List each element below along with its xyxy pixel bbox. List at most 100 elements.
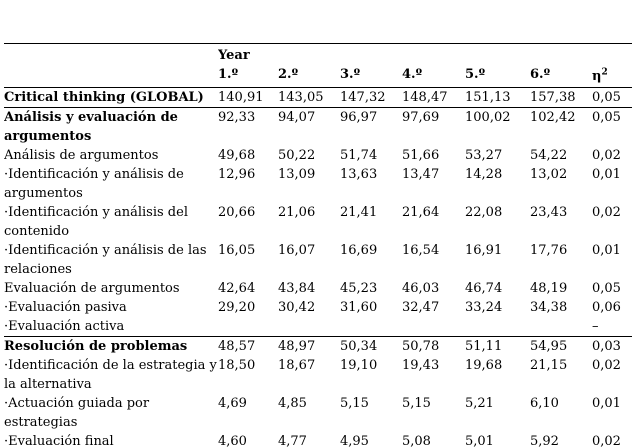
score-cell-year-3: 31,60 xyxy=(340,300,378,315)
score-cell-year-2: 50,22 xyxy=(278,148,316,163)
column-header-year-2: 2.º xyxy=(278,65,340,88)
results-table: Year 1.º 2.º 3.º 4.º 5.º 6.º η2 Critical… xyxy=(4,43,633,447)
table-body: Critical thinking (GLOBAL) 140,91 143,05… xyxy=(4,87,633,447)
eta-squared-cell: 0,01 xyxy=(592,396,621,411)
score-cell-year-1: 16,05 xyxy=(218,243,256,258)
score-cell-year-4: 5,15 xyxy=(402,396,431,411)
eta-squared-cell: 0,02 xyxy=(592,205,621,220)
score-cell-year-3: 51,74 xyxy=(340,148,378,163)
eta-exponent: 2 xyxy=(601,67,608,78)
row-label: ·Evaluación activa xyxy=(4,317,218,337)
row-label: ·Identificación de la estrategia y la al… xyxy=(4,358,217,392)
eta-symbol: η xyxy=(592,69,602,84)
score-cell-year-6: 48,19 xyxy=(530,281,568,296)
score-cell-year-4: 16,54 xyxy=(402,243,440,258)
score-cell-year-5: 51,11 xyxy=(465,339,503,354)
score-cell-year-5: 22,08 xyxy=(465,205,503,220)
score-cell-year-2: 30,42 xyxy=(278,300,316,315)
eta-squared-cell: 0,05 xyxy=(592,87,633,108)
score-cell-year-3: 5,15 xyxy=(340,396,369,411)
table-row: Análisis y evaluación de argumentos 92,3… xyxy=(4,108,632,147)
row-label: Análisis y evaluación de argumentos xyxy=(4,110,178,144)
score-cell-year-3: 19,10 xyxy=(340,358,378,373)
score-cell-year-1: 49,68 xyxy=(218,148,256,163)
eta-squared-cell: – xyxy=(592,317,633,337)
score-cell-year-2: 48,97 xyxy=(278,339,316,354)
score-cell-year-2: 143,05 xyxy=(278,87,340,108)
row-label: ·Evaluación final xyxy=(4,434,114,447)
row-label: ·Actuación guiada por estrategias xyxy=(4,396,150,430)
score-cell-year-2: 21,06 xyxy=(278,205,316,220)
table-row: Resolución de problemas 48,57 48,97 50,3… xyxy=(4,337,632,357)
score-cell-year-5: 33,24 xyxy=(465,300,503,315)
table-row: ·Evaluación final 4,60 4,77 4,95 5,08 5,… xyxy=(4,432,632,447)
score-cell-year-6: 6,10 xyxy=(530,396,559,411)
column-header-year-6: 6.º xyxy=(530,65,592,88)
score-cell-year-3 xyxy=(340,317,402,337)
eta-squared-cell: 0,02 xyxy=(592,358,621,373)
score-cell-year-4: 13,47 xyxy=(402,167,440,182)
score-cell-year-1: 29,20 xyxy=(218,300,256,315)
score-cell-year-6: 13,02 xyxy=(530,167,568,182)
score-cell-year-6 xyxy=(530,317,592,337)
eta-squared-cell: 0,01 xyxy=(592,167,621,182)
score-cell-year-6: 23,43 xyxy=(530,205,568,220)
row-label: ·Identificación y análisis de argumentos xyxy=(4,167,184,201)
score-cell-year-5: 5,21 xyxy=(465,396,494,411)
table-row: ·Identificación y análisis del contenido… xyxy=(4,203,632,241)
score-cell-year-4: 19,43 xyxy=(402,358,440,373)
column-header-eta-squared: η2 xyxy=(592,65,633,88)
score-cell-year-5: 53,27 xyxy=(465,148,503,163)
score-cell-year-1: 140,91 xyxy=(218,87,278,108)
score-cell-year-2: 16,07 xyxy=(278,243,316,258)
score-cell-year-1: 20,66 xyxy=(218,205,256,220)
score-cell-year-4 xyxy=(402,317,465,337)
score-cell-year-6: 54,22 xyxy=(530,148,568,163)
score-cell-year-1 xyxy=(218,317,278,337)
row-label: ·Evaluación pasiva xyxy=(4,300,127,315)
score-cell-year-6: 102,42 xyxy=(530,110,576,125)
score-cell-year-6: 21,15 xyxy=(530,358,568,373)
score-cell-year-4: 21,64 xyxy=(402,205,440,220)
column-header-year-3: 3.º xyxy=(340,65,402,88)
column-header-year-1: 1.º xyxy=(218,65,278,88)
score-cell-year-2: 18,67 xyxy=(278,358,316,373)
score-cell-year-2: 4,85 xyxy=(278,396,307,411)
score-cell-year-3: 50,34 xyxy=(340,339,378,354)
score-cell-year-5: 100,02 xyxy=(465,110,511,125)
row-label: Análisis de argumentos xyxy=(4,148,159,163)
eta-squared-cell: 0,02 xyxy=(592,148,621,163)
row-label: ·Identificación y análisis del contenido xyxy=(4,205,188,239)
eta-squared-cell: 0,05 xyxy=(592,110,621,125)
column-header-year-4: 4.º xyxy=(402,65,465,88)
score-cell-year-5: 151,13 xyxy=(465,87,530,108)
score-cell-year-2: 94,07 xyxy=(278,110,316,125)
score-cell-year-2: 13,09 xyxy=(278,167,316,182)
score-cell-year-3: 13,63 xyxy=(340,167,378,182)
table-row: Critical thinking (GLOBAL) 140,91 143,05… xyxy=(4,87,633,108)
score-cell-year-4: 46,03 xyxy=(402,281,440,296)
score-cell-year-4: 97,69 xyxy=(402,110,440,125)
row-label: Resolución de problemas xyxy=(4,339,188,354)
score-cell-year-3: 45,23 xyxy=(340,281,378,296)
year-header-row: Year xyxy=(4,44,632,66)
score-cell-year-4: 51,66 xyxy=(402,148,440,163)
score-cell-year-4: 5,08 xyxy=(402,434,431,447)
score-cell-year-1: 18,50 xyxy=(218,358,256,373)
eta-squared-cell: 0,06 xyxy=(592,300,621,315)
table-row: Análisis de argumentos 49,68 50,22 51,74… xyxy=(4,146,632,165)
score-cell-year-1: 92,33 xyxy=(218,110,256,125)
score-cell-year-6: 157,38 xyxy=(530,87,592,108)
score-cell-year-5: 5,01 xyxy=(465,434,494,447)
score-cell-year-1: 4,60 xyxy=(218,434,247,447)
row-label: Critical thinking (GLOBAL) xyxy=(4,87,218,108)
eta-squared-cell: 0,05 xyxy=(592,281,621,296)
table-row: ·Identificación y análisis de argumentos… xyxy=(4,165,632,203)
score-cell-year-3: 16,69 xyxy=(340,243,378,258)
score-cell-year-5: 19,68 xyxy=(465,358,503,373)
table-row: ·Actuación guiada por estrategias 4,69 4… xyxy=(4,394,632,432)
score-cell-year-3: 21,41 xyxy=(340,205,378,220)
table-row: ·Identificación y análisis de las relaci… xyxy=(4,241,632,279)
score-cell-year-2 xyxy=(278,317,340,337)
